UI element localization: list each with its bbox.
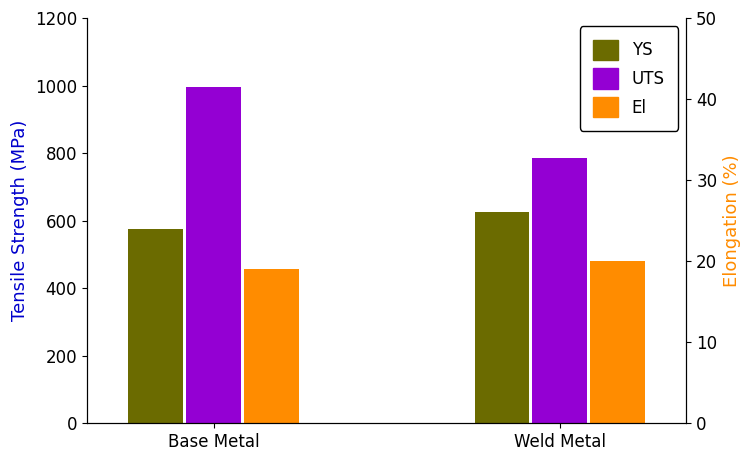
Bar — [244, 269, 299, 423]
Bar — [590, 261, 644, 423]
Legend: YS, UTS, El: YS, UTS, El — [580, 26, 678, 131]
Bar — [129, 229, 183, 423]
Y-axis label: Tensile Strength (MPa): Tensile Strength (MPa) — [11, 120, 29, 322]
Bar — [186, 87, 241, 423]
Y-axis label: Elongation (%): Elongation (%) — [723, 154, 741, 287]
Bar — [532, 158, 587, 423]
Bar — [475, 212, 529, 423]
